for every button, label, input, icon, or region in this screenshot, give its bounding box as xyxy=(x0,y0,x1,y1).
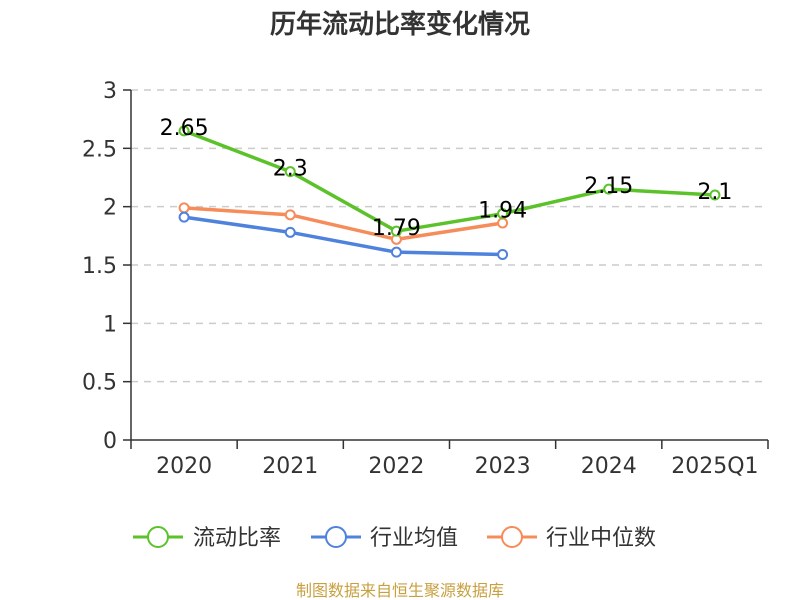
chart-title: 历年流动比率变化情况 xyxy=(270,9,530,40)
series-0-point xyxy=(284,166,296,178)
legend-marker xyxy=(147,526,169,548)
x-tick-label: 2025Q1 xyxy=(671,454,758,479)
series-1-point xyxy=(178,211,190,223)
series-1-line xyxy=(182,215,505,257)
series-1-point xyxy=(284,226,296,238)
legend-label: 行业均值 xyxy=(370,526,458,551)
data-label: 1.79 xyxy=(372,216,421,241)
y-tick-label: 1 xyxy=(103,312,117,337)
legend-label: 行业中位数 xyxy=(546,526,656,551)
x-tick-label: 2021 xyxy=(262,454,318,479)
series-1-point xyxy=(390,246,402,258)
grid-layer xyxy=(131,89,768,383)
x-tick-label: 2024 xyxy=(581,454,637,479)
source-note: 制图数据来自恒生聚源数据库 xyxy=(296,581,504,600)
y-tick-label: 0 xyxy=(103,429,117,454)
label-layer: 2.65 2.3 1.79 1.94 2.15 2.1 xyxy=(160,116,733,241)
series-2-point xyxy=(178,202,190,214)
legend-marker xyxy=(325,526,347,548)
x-tick-label: 2023 xyxy=(475,454,531,479)
legend-item-0[interactable]: 流动比率 xyxy=(133,526,281,551)
legend-item-1[interactable]: 行业均值 xyxy=(311,526,458,551)
series-1-point xyxy=(497,249,509,260)
x-tick-label: 2022 xyxy=(368,454,424,479)
series-layer xyxy=(178,125,721,260)
data-label: 2.1 xyxy=(697,180,732,205)
y-tick-label: 1.5 xyxy=(82,254,117,279)
y-tick-label: 2.5 xyxy=(82,137,117,162)
legend[interactable]: 流动比率 行业均值 行业中位数 xyxy=(133,526,656,551)
data-label: 2.65 xyxy=(160,116,209,141)
data-label: 1.94 xyxy=(478,199,527,224)
data-label: 2.3 xyxy=(273,157,308,182)
y-tick-label: 2 xyxy=(103,196,117,221)
series-0-point xyxy=(497,208,509,220)
y-tick-label: 0.5 xyxy=(82,371,117,396)
series-0-line xyxy=(182,129,717,233)
y-tick-label: 3 xyxy=(103,79,117,104)
axis-layer: 0 0.5 1 1.5 2 2.5 3 2020 2021 2022 2023 2024 2025Q1 xyxy=(82,79,769,479)
legend-item-2[interactable]: 行业中位数 xyxy=(487,526,656,551)
legend-marker xyxy=(501,526,523,548)
x-tick-label: 2020 xyxy=(156,454,212,479)
series-0-point xyxy=(603,183,615,195)
legend-label: 流动比率 xyxy=(193,526,281,551)
series-0-point xyxy=(178,125,190,137)
series-2-point xyxy=(284,209,296,221)
series-0-point xyxy=(709,189,721,201)
series-0-point xyxy=(390,225,402,237)
series-2-line xyxy=(182,206,505,242)
data-label: 2.15 xyxy=(584,174,633,199)
